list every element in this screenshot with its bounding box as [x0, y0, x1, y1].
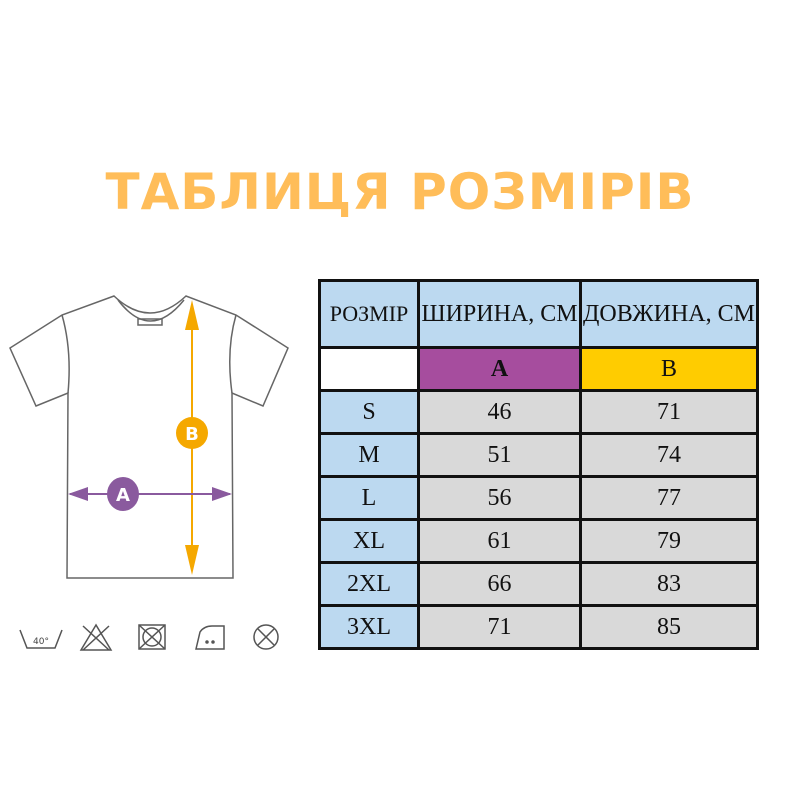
- no-dry-clean-icon: [253, 624, 279, 650]
- length-cell: 77: [579, 475, 759, 521]
- size-cell: L: [318, 475, 420, 521]
- width-cell: 61: [417, 518, 582, 564]
- sub-b: B: [579, 346, 759, 392]
- size-cell: S: [318, 389, 420, 435]
- table-row: S 46 71: [318, 389, 759, 435]
- length-cell: 85: [579, 604, 759, 650]
- label-b: B: [185, 424, 199, 445]
- size-cell: 3XL: [318, 604, 420, 650]
- size-cell: XL: [318, 518, 420, 564]
- table-row: M 51 74: [318, 432, 759, 478]
- header-length: ДОВЖИНА, СМ: [579, 279, 759, 349]
- sub-empty: [318, 346, 420, 392]
- length-cell: 71: [579, 389, 759, 435]
- width-cell: 56: [417, 475, 582, 521]
- width-cell: 51: [417, 432, 582, 478]
- no-bleach-icon: [79, 623, 113, 651]
- sub-a: A: [417, 346, 582, 392]
- wash-40-icon: 40°: [19, 629, 63, 649]
- length-cell: 83: [579, 561, 759, 607]
- label-a: A: [116, 485, 130, 506]
- page-title: ТАБЛИЦЯ РОЗМІРІВ: [105, 163, 695, 221]
- length-cell: 79: [579, 518, 759, 564]
- size-cell: 2XL: [318, 561, 420, 607]
- table-row: 3XL 71 85: [318, 604, 759, 650]
- table-row: 2XL 66 83: [318, 561, 759, 607]
- iron-medium-icon: [195, 625, 225, 650]
- width-arrow-a: A: [68, 477, 232, 511]
- tshirt-diagram: B A 40°: [9, 295, 289, 651]
- size-cell: M: [318, 432, 420, 478]
- table-row: L 56 77: [318, 475, 759, 521]
- width-cell: 46: [417, 389, 582, 435]
- header-width: ШИРИНА, СМ: [417, 279, 582, 349]
- no-tumble-dry-icon: [138, 624, 166, 650]
- svg-text:40°: 40°: [33, 637, 49, 647]
- width-cell: 71: [417, 604, 582, 650]
- width-cell: 66: [417, 561, 582, 607]
- table-row: XL 61 79: [318, 518, 759, 564]
- header-size: РОЗМІР: [318, 279, 420, 349]
- length-arrow-b: B: [176, 300, 208, 575]
- size-table: РОЗМІР ШИРИНА, СМ ДОВЖИНА, СМ A B S 46 71 …: [318, 279, 759, 650]
- length-cell: 74: [579, 432, 759, 478]
